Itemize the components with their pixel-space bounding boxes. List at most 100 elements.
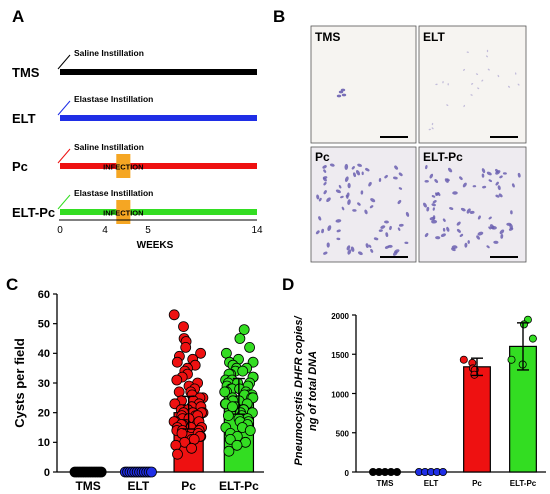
cyst-mark [364, 209, 368, 215]
cyst-mark [323, 190, 327, 195]
panel-label-c: C [6, 275, 18, 294]
chart-c-x-tick-label: TMS [75, 479, 100, 493]
chart-c-point [172, 448, 183, 460]
chart-d-x-tick-label: Pc [472, 479, 482, 488]
cyst-mark [338, 90, 344, 94]
cyst-mark [429, 173, 434, 179]
micrograph-elt-pc [418, 146, 527, 263]
cyst-mark [398, 187, 403, 190]
chart-d-ylabel-line2: ng of total DNA [307, 351, 319, 431]
cyst-mark [361, 171, 364, 176]
cyst-mark [340, 195, 344, 199]
infection-label-pc: INFECTION [103, 163, 143, 172]
instillation-label-elt: Elastase Instillation [74, 94, 153, 104]
micrograph-label-elt: ELT [423, 30, 445, 44]
chart-c-y-tick-label: 10 [38, 437, 50, 449]
cyst-mark [341, 93, 347, 97]
cyst-mark [470, 83, 474, 85]
cyst-mark [511, 183, 515, 188]
cyst-mark [517, 172, 521, 178]
cyst-mark [357, 202, 361, 206]
chart-d-bar [463, 366, 491, 473]
cyst-mark [329, 163, 335, 167]
instillation-label-elt-pc: Elastase Instillation [74, 188, 153, 198]
chart-c-point [223, 445, 235, 457]
week-tick-4: 4 [102, 225, 108, 236]
infection-box-elt-pc [116, 200, 131, 224]
cyst-mark [435, 83, 438, 86]
chart-d-y-tick-label: 2000 [331, 312, 349, 321]
cyst-mark [464, 242, 468, 248]
cyst-mark [487, 68, 490, 71]
cyst-mark [428, 128, 431, 131]
chart-c-point [170, 439, 182, 451]
cyst-mark [347, 182, 351, 189]
chart-d-y-tick-label: 0 [345, 469, 350, 478]
chart-c-point [231, 439, 243, 451]
chart-c-point [188, 433, 200, 445]
cyst-mark [341, 206, 345, 211]
instillation-pointer-pc [57, 148, 71, 164]
cyst-mark [336, 229, 341, 233]
cyst-mark [357, 251, 363, 256]
chart-c-point [224, 433, 236, 445]
cyst-mark [434, 179, 439, 183]
cyst-mark [495, 181, 499, 186]
cyst-mark [429, 216, 436, 221]
cyst-mark [431, 219, 438, 224]
cyst-mark [466, 51, 469, 53]
week-tick-0: 0 [57, 225, 63, 236]
cyst-mark [370, 198, 376, 203]
cyst-mark [460, 207, 466, 212]
chart-d-y-tick-label: 1500 [331, 351, 349, 360]
cyst-mark [435, 192, 440, 196]
cyst-mark [447, 167, 453, 173]
cyst-mark [498, 193, 503, 198]
cyst-mark [397, 199, 402, 205]
instillation-label-tms: Saline Instillation [74, 48, 144, 58]
weeks-axis-label: WEEKS [137, 240, 174, 251]
cyst-mark [476, 235, 481, 240]
cyst-mark [431, 127, 434, 130]
instillation-pointer-tms [57, 54, 71, 70]
chart-c-point [227, 401, 238, 413]
cyst-mark [424, 180, 429, 183]
cyst-mark [378, 178, 382, 182]
chart-c-point [238, 324, 250, 336]
micrograph-label-elt-pc: ELT-Pc [423, 150, 463, 164]
chart-c-point [244, 341, 256, 353]
cyst-mark [316, 194, 320, 200]
cyst-mark [344, 163, 349, 170]
cyst-mark [326, 197, 331, 203]
cyst-mark [384, 220, 389, 224]
cyst-mark [497, 74, 500, 78]
chart-c-y-tick-label: 60 [38, 289, 50, 301]
timeline-group-label-elt: ELT [12, 111, 36, 126]
cyst-mark [456, 228, 461, 233]
micrograph-label-pc: Pc [315, 150, 330, 164]
cyst-mark [440, 233, 446, 238]
chart-c-point [171, 374, 183, 386]
cyst-mark [380, 225, 386, 229]
cyst-mark [321, 228, 325, 234]
cyst-mark [389, 225, 392, 231]
chart-c-y-tick-label: 20 [38, 407, 50, 419]
panel-a: A TMS Saline Instillation ELT Elastase Inst… [12, 7, 263, 251]
cyst-mark [495, 194, 500, 198]
cyst-mark [352, 209, 357, 212]
chart-c-point [234, 333, 246, 344]
chart-d-point [470, 370, 479, 379]
chart-c-y-tick-label: 0 [44, 467, 50, 479]
cyst-mark [442, 218, 446, 222]
instillation-label-pc: Saline Instillation [74, 142, 144, 152]
cyst-mark [360, 190, 364, 195]
cyst-mark [404, 241, 409, 245]
cyst-mark [384, 174, 388, 179]
cyst-mark [322, 165, 327, 169]
timeline-group-label-elt-pc: ELT-Pc [12, 205, 55, 220]
cyst-mark [508, 227, 514, 231]
cyst-mark [446, 178, 450, 182]
chart-d-point [438, 467, 447, 476]
infection-box-pc [116, 154, 131, 178]
